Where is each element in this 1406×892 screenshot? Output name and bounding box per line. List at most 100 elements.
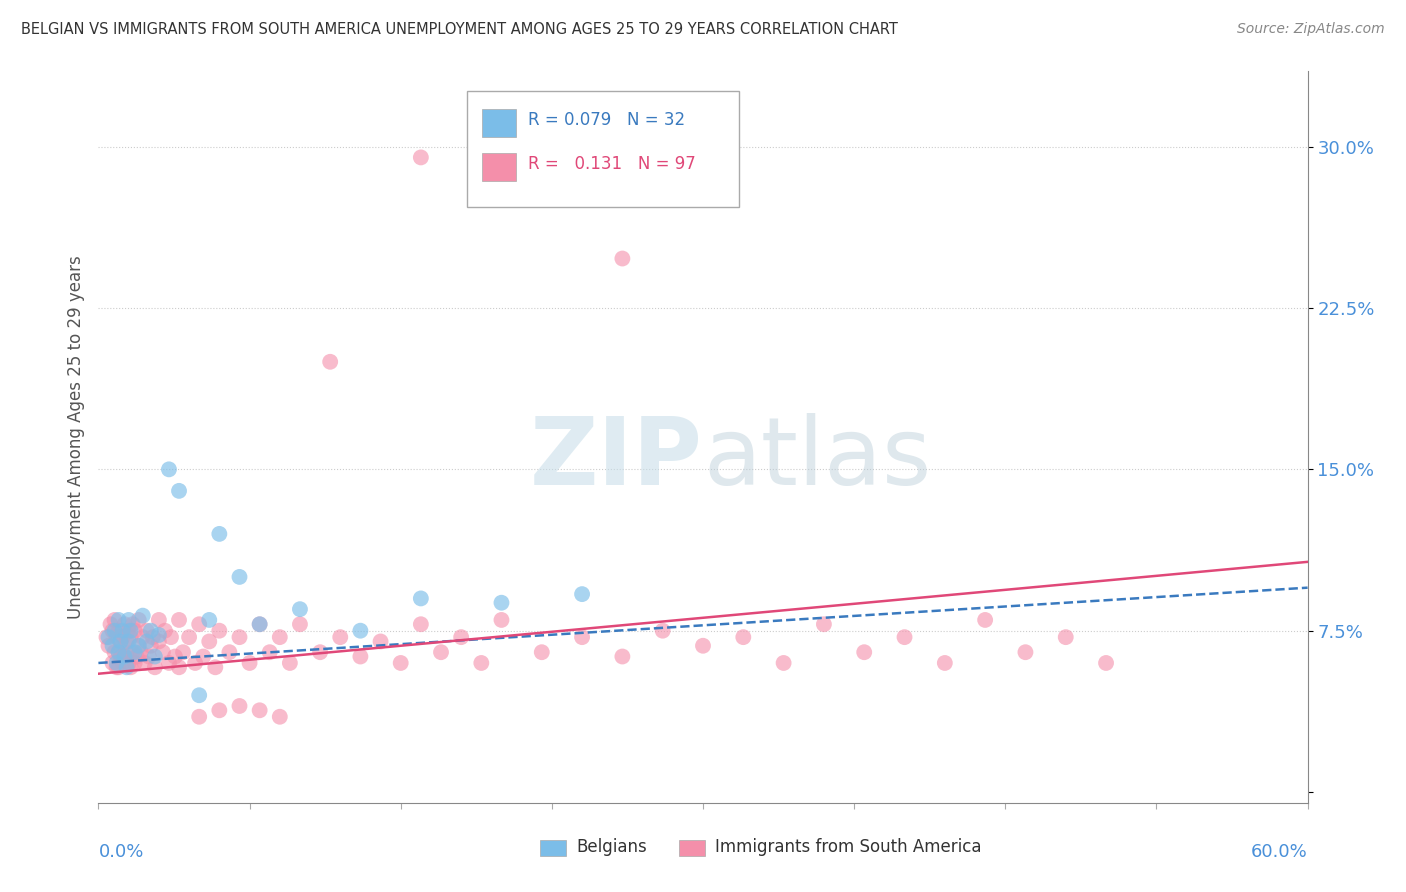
Point	[612, 252, 634, 266]
Point	[107, 645, 129, 659]
Point	[143, 649, 166, 664]
Point	[228, 570, 250, 584]
Point	[124, 645, 146, 659]
Point	[319, 355, 342, 369]
Point	[139, 639, 162, 653]
Point	[107, 645, 129, 659]
Point	[288, 617, 311, 632]
Point	[409, 150, 432, 164]
Point	[103, 624, 125, 638]
Point	[571, 630, 593, 644]
Point	[167, 660, 190, 674]
Point	[138, 649, 160, 664]
Bar	[540, 840, 567, 856]
Text: 60.0%: 60.0%	[1251, 843, 1308, 861]
Point	[110, 634, 132, 648]
Point	[409, 591, 432, 606]
Point	[135, 624, 157, 638]
Point	[218, 645, 240, 659]
Point	[470, 656, 492, 670]
Point	[100, 617, 122, 632]
Point	[651, 624, 673, 638]
Point	[101, 639, 124, 653]
Point	[893, 630, 915, 644]
Text: Source: ZipAtlas.com: Source: ZipAtlas.com	[1237, 22, 1385, 37]
Point	[96, 630, 118, 644]
Point	[167, 613, 190, 627]
Point	[139, 624, 162, 638]
Point	[120, 660, 142, 674]
Point	[157, 656, 180, 670]
Point	[105, 660, 128, 674]
Text: atlas: atlas	[703, 413, 931, 505]
Point	[97, 630, 120, 644]
Point	[167, 483, 190, 498]
Point	[612, 649, 634, 664]
Point	[120, 624, 142, 638]
Point	[160, 630, 183, 644]
Point	[172, 645, 194, 659]
Point	[132, 608, 155, 623]
Point	[389, 656, 412, 670]
Point	[309, 645, 332, 659]
Text: R =   0.131   N = 97: R = 0.131 N = 97	[527, 155, 696, 173]
Text: Belgians: Belgians	[576, 838, 647, 856]
Point	[153, 624, 176, 638]
Bar	[679, 840, 706, 856]
Point	[198, 613, 221, 627]
Point	[259, 645, 281, 659]
Text: R = 0.079   N = 32: R = 0.079 N = 32	[527, 112, 685, 129]
Point	[157, 462, 180, 476]
Point	[184, 656, 207, 670]
Point	[249, 617, 271, 632]
Point	[239, 656, 262, 670]
Point	[269, 710, 291, 724]
Point	[733, 630, 755, 644]
Point	[278, 656, 301, 670]
Point	[349, 649, 371, 664]
Point	[114, 617, 136, 632]
Point	[204, 660, 226, 674]
Point	[134, 656, 156, 670]
Point	[101, 624, 124, 638]
Point	[370, 634, 392, 648]
Point	[430, 645, 453, 659]
FancyBboxPatch shape	[467, 91, 740, 207]
Point	[120, 630, 142, 644]
Point	[772, 656, 794, 670]
Point	[118, 624, 141, 638]
Point	[105, 656, 128, 670]
Point	[163, 649, 186, 664]
Point	[179, 630, 201, 644]
Point	[132, 630, 155, 644]
Point	[188, 688, 211, 702]
Point	[115, 660, 138, 674]
Point	[269, 630, 291, 644]
Text: BELGIAN VS IMMIGRANTS FROM SOUTH AMERICA UNEMPLOYMENT AMONG AGES 25 TO 29 YEARS : BELGIAN VS IMMIGRANTS FROM SOUTH AMERICA…	[21, 22, 898, 37]
Point	[124, 624, 146, 638]
Point	[530, 645, 553, 659]
Point	[115, 645, 138, 659]
Point	[148, 628, 170, 642]
Point	[111, 624, 134, 638]
Point	[974, 613, 997, 627]
Point	[128, 639, 150, 653]
Point	[329, 630, 352, 644]
Point	[97, 639, 120, 653]
Point	[118, 634, 141, 648]
Point	[208, 624, 231, 638]
Point	[124, 656, 146, 670]
Point	[188, 710, 211, 724]
Bar	[482, 153, 516, 181]
Point	[121, 645, 143, 659]
Bar	[482, 110, 516, 137]
Point	[129, 645, 152, 659]
Point	[111, 656, 134, 670]
Point	[1095, 656, 1118, 670]
Point	[813, 617, 835, 632]
Point	[101, 656, 124, 670]
Point	[249, 703, 271, 717]
Point	[114, 649, 136, 664]
Point	[135, 634, 157, 648]
Point	[115, 634, 138, 648]
